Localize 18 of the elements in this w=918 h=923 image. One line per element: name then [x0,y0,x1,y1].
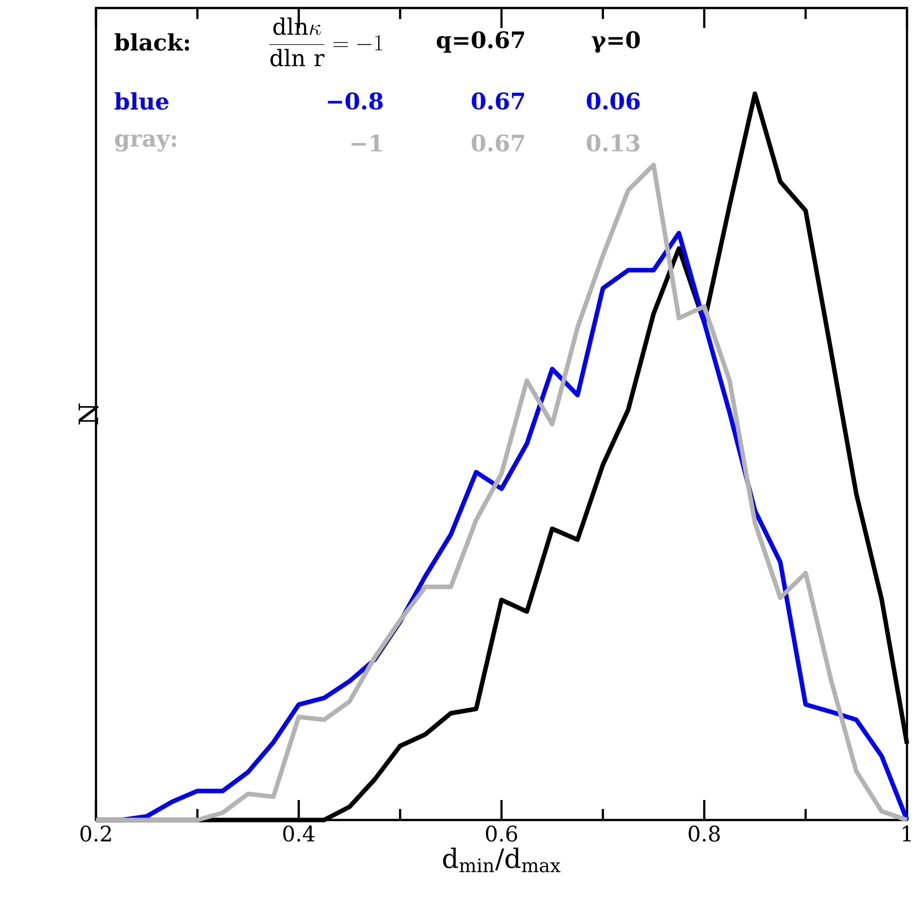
x-tick-label: 0.4 [283,826,315,842]
text: γ=0 [592,31,640,53]
annotation: 0.06 [586,92,640,110]
x-tick-label: 0.8 [688,826,720,842]
text: gray: [115,134,176,152]
annotation: −0.8 [328,92,383,110]
annotation: −1 [352,134,382,152]
x-tick-label: 0.2 [80,826,111,842]
text: blue [114,92,168,110]
text: q=0.67 [436,31,524,53]
annotation: 0.67 [472,134,524,152]
x-tick-label: 1 [902,826,911,842]
annotation: 0.67 [472,92,524,110]
legend-label: black: [114,33,190,51]
x-axis-title: d$_{min}$/d$_{max}$ [443,848,560,872]
x-tick-label: 0.6 [486,826,518,842]
annotation: 0.13 [586,134,640,152]
text: $\frac{\mathrm{dln}\kappa}{\mathrm{dln\ r}}=-1$ [269,18,382,66]
